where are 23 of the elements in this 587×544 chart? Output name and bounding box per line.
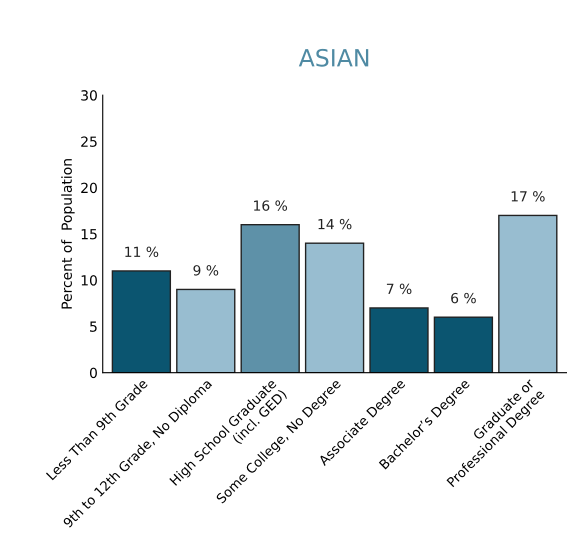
y-tick-label: 10: [82, 275, 97, 286]
bar: [112, 270, 172, 373]
bar: [176, 288, 236, 373]
y-axis-title: Percent of Population: [61, 159, 75, 308]
chart-title: ASIAN: [298, 48, 368, 67]
data-label: 9 %: [193, 265, 218, 276]
bar: [304, 242, 364, 373]
y-tick-label: 30: [81, 90, 97, 101]
data-label: 17 %: [512, 191, 545, 202]
data-label: 6 %: [451, 292, 476, 304]
y-tick-label: 5: [90, 322, 97, 332]
y-tick-label: 20: [81, 182, 97, 194]
bar: [369, 307, 429, 373]
data-label: 7 %: [386, 284, 412, 294]
y-tick-label: 25: [81, 136, 97, 147]
bar: [240, 224, 300, 373]
bar: [498, 214, 558, 373]
y-tick-label: 15: [82, 229, 97, 240]
bar: [434, 316, 494, 373]
data-label: 11 %: [125, 246, 158, 258]
data-label: 16 %: [254, 200, 288, 211]
data-label: 14 %: [318, 218, 352, 230]
y-tick-label: 0: [90, 368, 97, 378]
